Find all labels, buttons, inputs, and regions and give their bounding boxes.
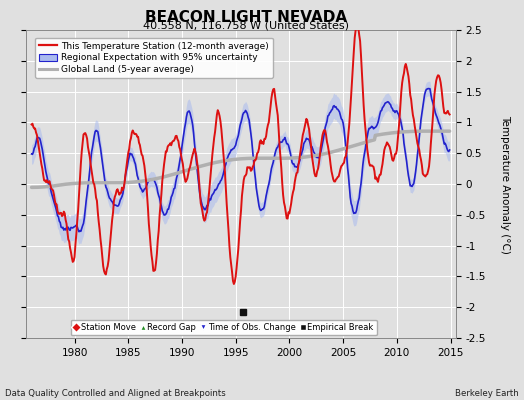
Text: BEACON LIGHT NEVADA: BEACON LIGHT NEVADA: [145, 10, 347, 25]
Text: 40.558 N, 116.758 W (United States): 40.558 N, 116.758 W (United States): [143, 21, 350, 31]
Legend: Station Move, Record Gap, Time of Obs. Change, Empirical Break: Station Move, Record Gap, Time of Obs. C…: [71, 320, 377, 335]
Text: Berkeley Earth: Berkeley Earth: [455, 389, 519, 398]
Y-axis label: Temperature Anomaly (°C): Temperature Anomaly (°C): [500, 114, 510, 254]
Text: Data Quality Controlled and Aligned at Breakpoints: Data Quality Controlled and Aligned at B…: [5, 389, 226, 398]
